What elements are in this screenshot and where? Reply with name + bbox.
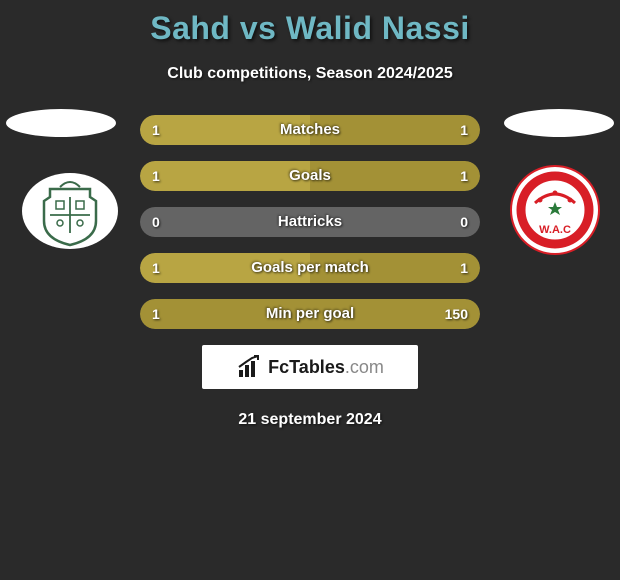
page-title: Sahd vs Walid Nassi bbox=[0, 0, 620, 47]
stat-label: Goals bbox=[140, 161, 480, 191]
club-badge-right: W.A.C bbox=[510, 165, 600, 255]
stat-row: 11Goals bbox=[140, 161, 480, 191]
stat-label: Matches bbox=[140, 115, 480, 145]
stat-row: 11Goals per match bbox=[140, 253, 480, 283]
comparison-widget: Sahd vs Walid Nassi Club competitions, S… bbox=[0, 0, 620, 429]
fctables-logo[interactable]: FcTables.com bbox=[202, 345, 418, 389]
stat-label: Min per goal bbox=[140, 299, 480, 329]
stat-label: Goals per match bbox=[140, 253, 480, 283]
stat-row: 11Matches bbox=[140, 115, 480, 145]
stat-row: 1150Min per goal bbox=[140, 299, 480, 329]
stats-area: W.A.C 11Matches 11Goals 00Hattricks 11Goals… bbox=[0, 115, 620, 329]
player-right-silhouette bbox=[504, 109, 614, 137]
club-badge-left bbox=[20, 171, 120, 251]
stat-rows: 11Matches 11Goals 00Hattricks 11Goals per m… bbox=[140, 115, 480, 329]
date-text: 21 september 2024 bbox=[0, 411, 620, 429]
subtitle: Club competitions, Season 2024/2025 bbox=[0, 65, 620, 83]
logo-text-main: FcTables bbox=[268, 357, 345, 377]
stat-label: Hattricks bbox=[140, 207, 480, 237]
stat-row: 00Hattricks bbox=[140, 207, 480, 237]
bar-chart-icon bbox=[236, 354, 262, 380]
logo-text: FcTables.com bbox=[268, 357, 384, 378]
logo-text-suffix: .com bbox=[345, 357, 384, 377]
player-left-silhouette bbox=[6, 109, 116, 137]
svg-text:W.A.C: W.A.C bbox=[539, 224, 571, 236]
